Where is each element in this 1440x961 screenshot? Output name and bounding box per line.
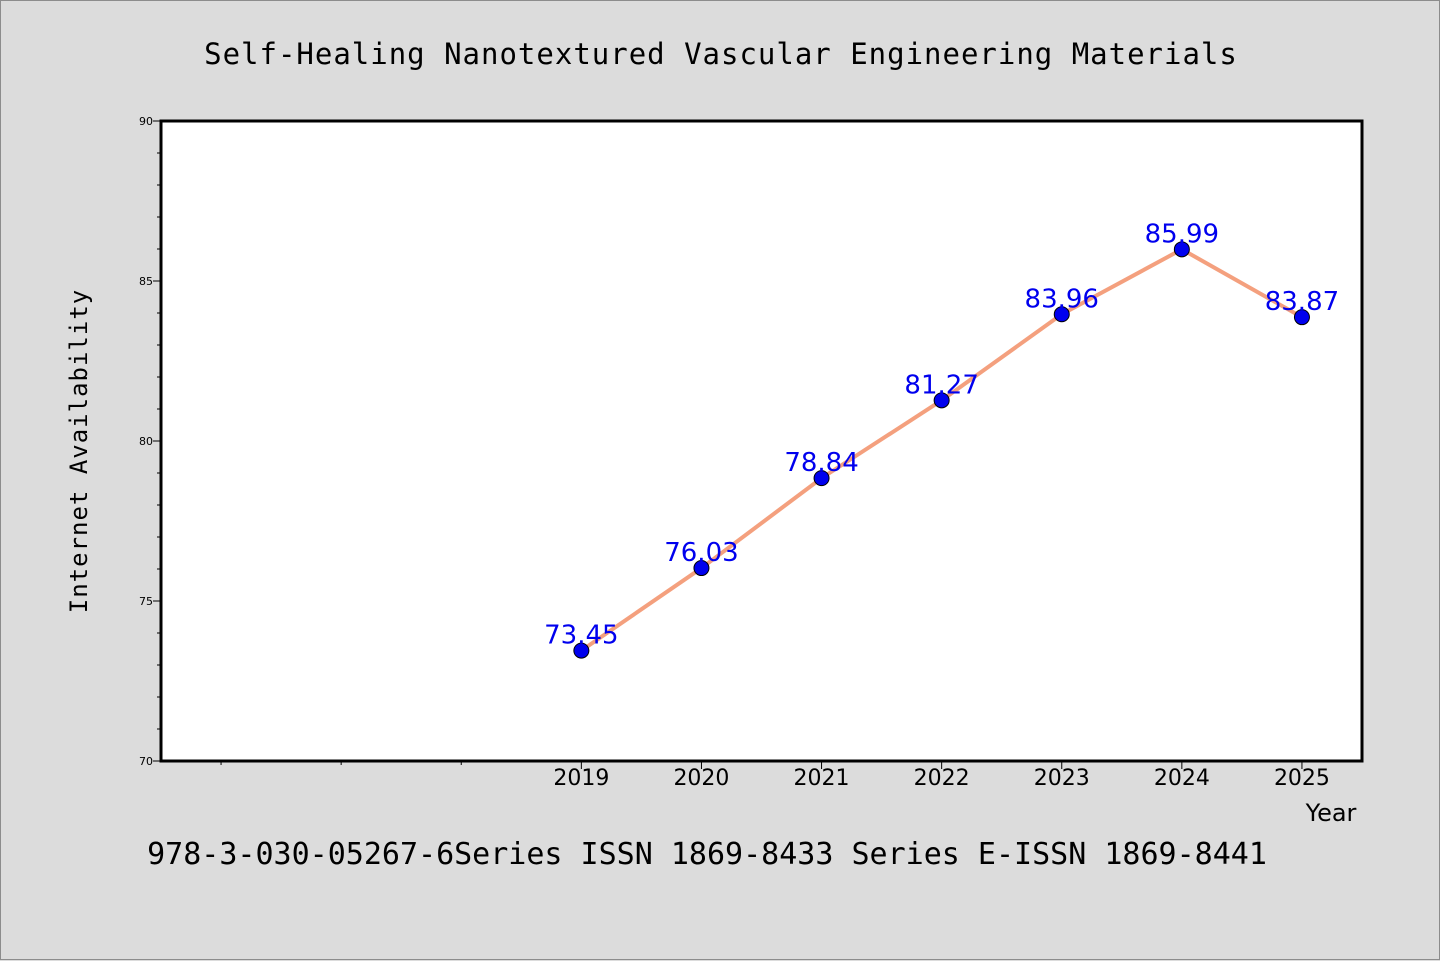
- data-label: 83.96: [1025, 284, 1099, 314]
- x-tick-label: 2024: [1154, 766, 1210, 791]
- x-axis: 2019 2020 2021 2022 2023 2024 2025: [220, 761, 1330, 791]
- data-point-marker: [693, 560, 710, 577]
- y-tick-label: 70: [139, 755, 153, 768]
- y-axis-label: Internet Availability: [65, 289, 93, 613]
- x-tick-label: 2020: [673, 766, 729, 791]
- data-label: 73.45: [544, 621, 618, 651]
- y-tick-label: 75: [139, 595, 153, 608]
- data-label: 76.03: [664, 538, 738, 568]
- data-point-marker: [813, 470, 830, 487]
- x-axis-label: Year: [1305, 799, 1357, 827]
- y-axis: 70 75 80 85 90: [139, 115, 161, 768]
- plot-area: [159, 119, 1364, 763]
- data-label: 81.27: [904, 370, 978, 400]
- footer-isbn-text: 978-3-030-05267-6Series ISSN 1869-8433 S…: [147, 837, 1267, 872]
- data-point-marker: [1293, 309, 1310, 326]
- y-tick-label: 80: [139, 435, 153, 448]
- data-point-marker: [1173, 241, 1190, 258]
- data-label: 78.84: [784, 448, 858, 478]
- x-tick-label: 2019: [553, 766, 609, 791]
- data-labels: 73.45 76.03 78.84 81.27 83.96 85.99 83.87: [544, 219, 1339, 650]
- x-tick-label: 2023: [1034, 766, 1090, 791]
- data-label: 85.99: [1145, 219, 1219, 249]
- data-label: 83.87: [1265, 287, 1339, 317]
- x-tick-label: 2021: [794, 766, 850, 791]
- chart-title: Self-Healing Nanotextured Vascular Engin…: [204, 37, 1238, 71]
- data-point-marker: [1053, 306, 1070, 323]
- data-point-marker: [933, 392, 950, 409]
- data-point-marker: [573, 642, 590, 659]
- y-tick-label: 90: [139, 115, 153, 128]
- x-tick-label: 2025: [1274, 766, 1330, 791]
- x-tick-label: 2022: [914, 766, 970, 791]
- series-line-group: [573, 241, 1310, 659]
- y-tick-label: 85: [139, 275, 153, 288]
